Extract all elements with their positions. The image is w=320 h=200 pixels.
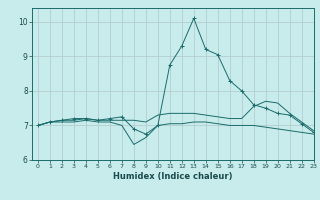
X-axis label: Humidex (Indice chaleur): Humidex (Indice chaleur) <box>113 172 233 181</box>
